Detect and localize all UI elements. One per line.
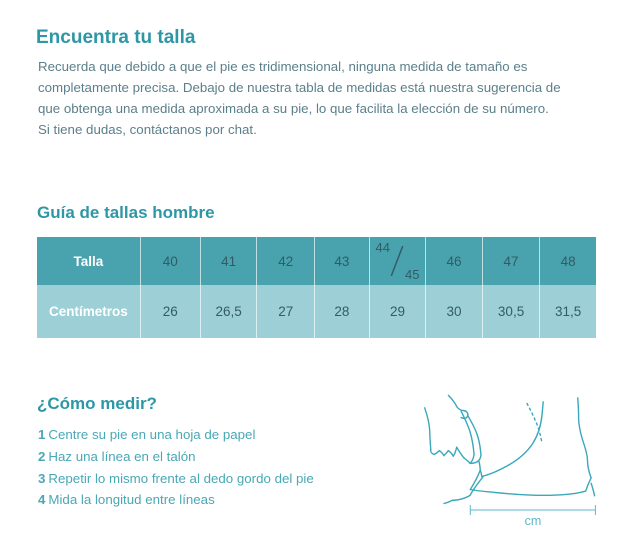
svg-text:cm: cm <box>525 514 542 528</box>
